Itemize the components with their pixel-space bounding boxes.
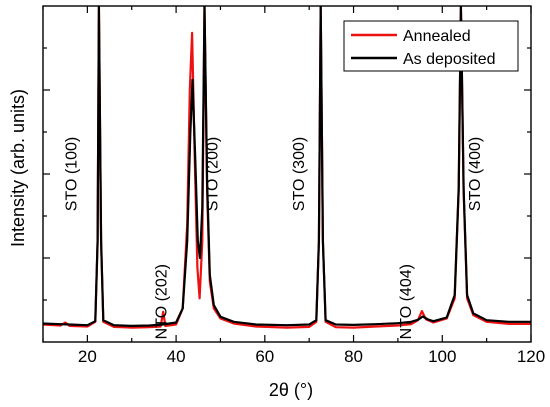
series-line-as-deposited: [43, 6, 531, 327]
legend: Annealed As deposited: [343, 20, 519, 72]
peak-label-sto-400: STO (400): [467, 137, 484, 211]
x-tick-label: 120: [517, 347, 545, 366]
peak-annotations: STO (100) NTO (202) STO (200) STO (300) NTO …: [63, 137, 484, 340]
peak-label-sto-200: STO (200): [204, 137, 221, 211]
series-line-annealed: [43, 6, 531, 329]
peak-label-sto-100: STO (100): [63, 137, 80, 211]
y-axis-title: Intensity (arb. units): [8, 89, 28, 247]
legend-box: [343, 20, 519, 72]
peak-label-nto-202: NTO (202): [153, 264, 170, 339]
x-tick-label: 40: [167, 347, 186, 366]
x-tick-label: 20: [78, 347, 97, 366]
x-axis-title: 2θ (°): [269, 380, 313, 400]
x-tick-label: 60: [255, 347, 274, 366]
legend-label-as-deposited: As deposited: [403, 51, 496, 68]
peak-label-nto-404: NTO (404): [398, 264, 415, 339]
series-layer: [43, 6, 531, 329]
legend-label-annealed: Annealed: [403, 28, 471, 45]
x-tick-label: 100: [428, 347, 456, 366]
peak-label-sto-300: STO (300): [291, 137, 308, 211]
axis-ticks: 20 40 60 80 100 120: [42, 6, 545, 366]
x-tick-label: 80: [344, 347, 363, 366]
